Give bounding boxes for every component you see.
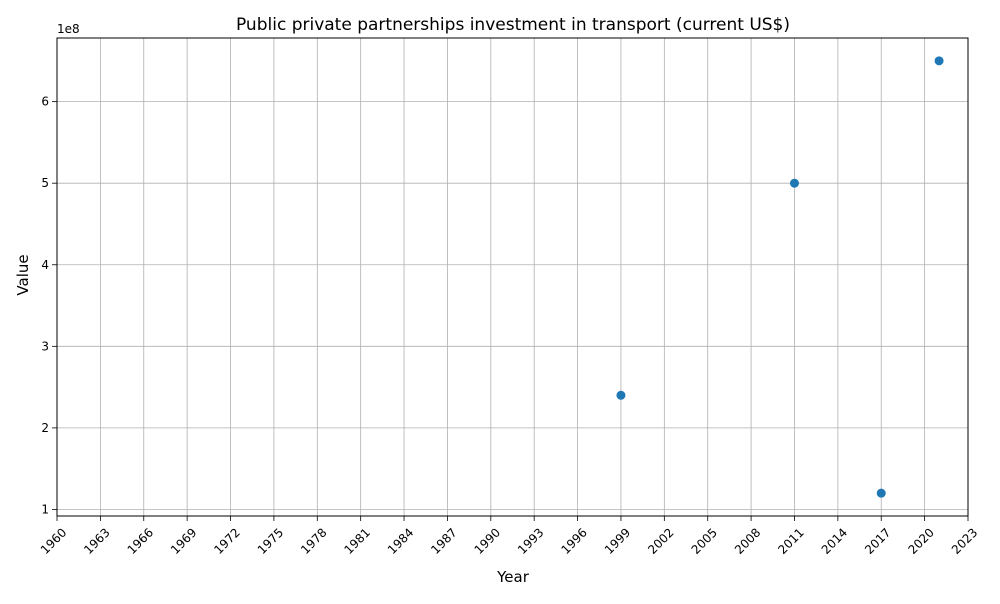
y-tick-label: 4	[41, 258, 49, 272]
chart-title: Public private partnerships investment i…	[236, 15, 790, 35]
y-axis-label: Value	[14, 254, 32, 295]
x-tick-label: 2002	[645, 525, 676, 556]
x-tick-label: 1990	[472, 525, 503, 556]
data-point	[876, 488, 886, 498]
y-axis-ticks: 1 2 3 4 5 6	[41, 95, 57, 516]
data-point	[789, 178, 799, 188]
x-tick-label: 2005	[689, 525, 720, 556]
y-tick-label: 5	[41, 176, 49, 190]
x-tick-label: 1963	[81, 525, 112, 556]
data-point	[616, 390, 626, 400]
x-tick-label: 2014	[819, 525, 850, 556]
y-axis-offset-label: 1e8	[57, 22, 80, 36]
x-tick-label: 1978	[298, 525, 329, 556]
y-tick-label: 6	[41, 95, 49, 109]
y-tick-label: 2	[41, 421, 49, 435]
x-tick-label: 1987	[428, 525, 459, 556]
x-tick-label: 1996	[558, 525, 589, 556]
x-tick-label: 1960	[38, 525, 69, 556]
x-tick-label: 1981	[342, 525, 373, 556]
x-tick-label: 1972	[211, 525, 242, 556]
x-tick-label: 2008	[732, 525, 763, 556]
x-tick-label: 1993	[515, 525, 546, 556]
x-tick-label: 1975	[255, 525, 286, 556]
y-tick-label: 1	[41, 502, 49, 516]
x-tick-label: 1966	[125, 525, 156, 556]
y-tick-label: 3	[41, 339, 49, 353]
data-point	[934, 56, 944, 66]
x-tick-label: 2020	[905, 525, 936, 556]
grid	[56, 38, 969, 516]
x-tick-label: 2017	[862, 525, 893, 556]
x-tick-label: 2023	[949, 525, 980, 556]
x-axis-label: Year	[496, 568, 530, 586]
x-tick-label: 1999	[602, 525, 633, 556]
data-points	[616, 56, 944, 498]
plot-area	[56, 37, 969, 517]
x-tick-label: 1984	[385, 525, 416, 556]
x-tick-label: 1969	[168, 525, 199, 556]
x-tick-label: 2011	[775, 525, 806, 556]
x-axis-ticks: 1960 1963 1966 1969 1972 1975 1978 1981 1984 1987…	[38, 516, 980, 557]
